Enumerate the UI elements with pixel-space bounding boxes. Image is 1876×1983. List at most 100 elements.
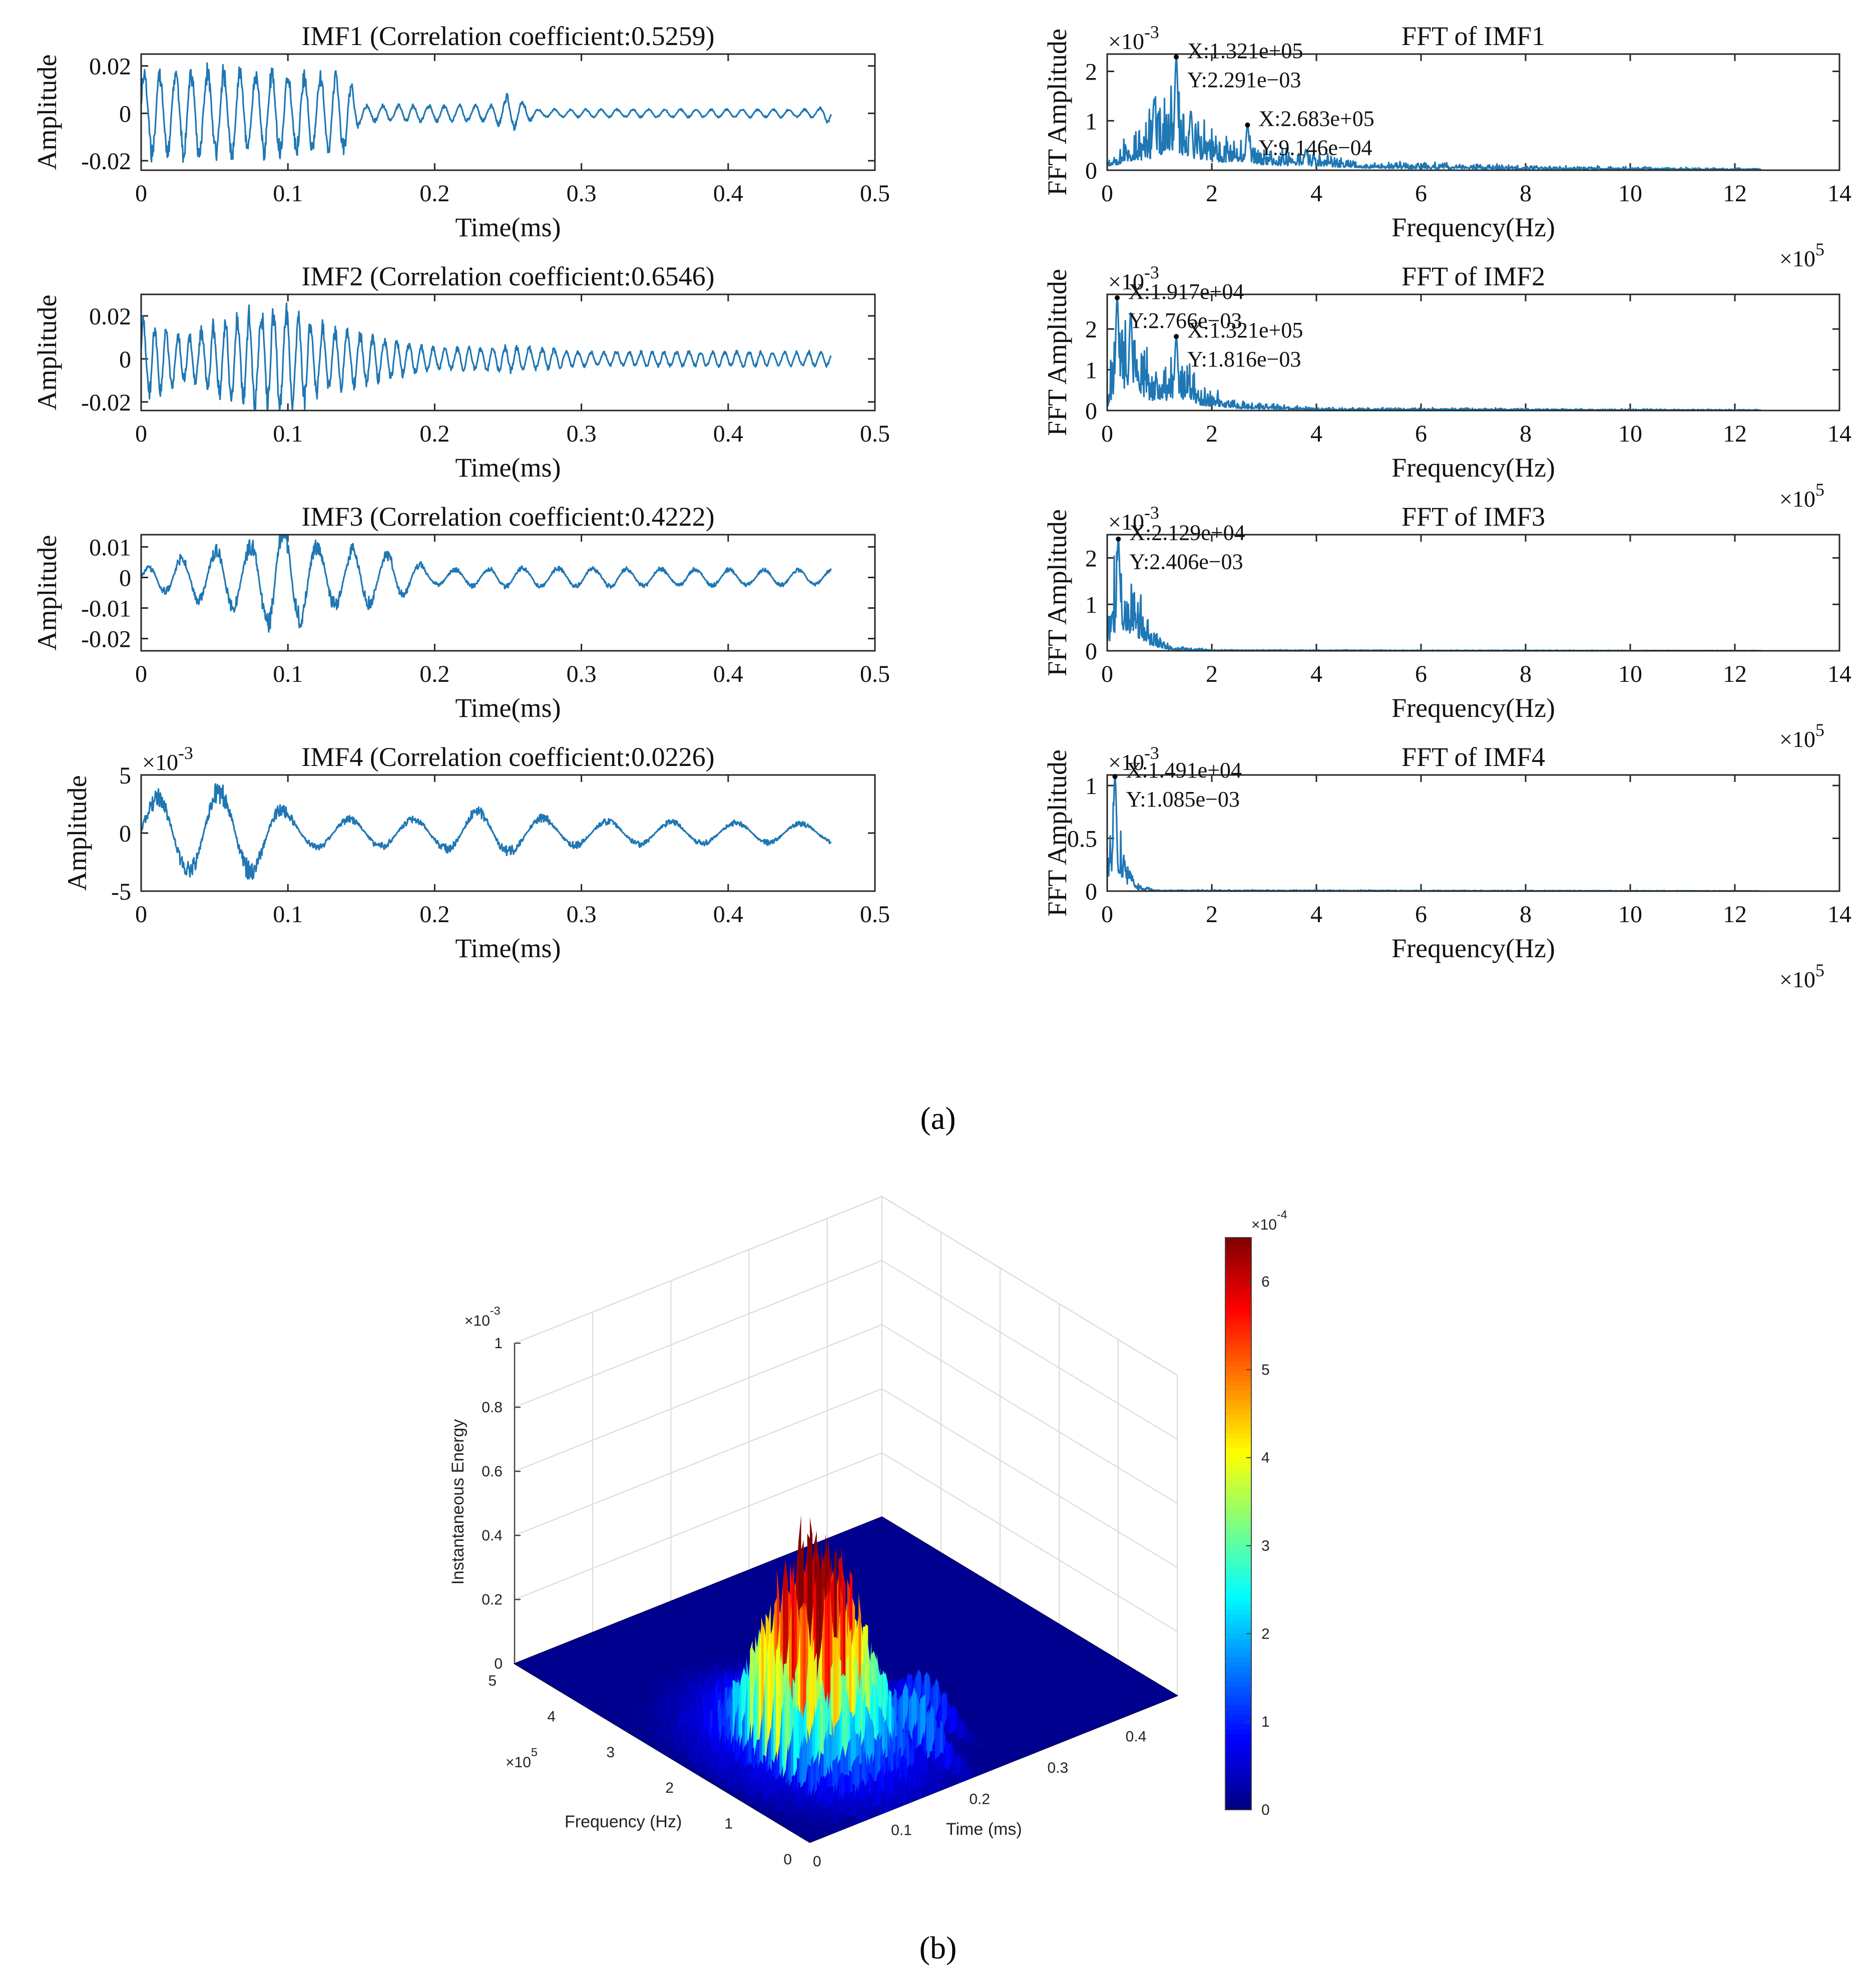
y-tick-label: -0.01 bbox=[81, 596, 131, 622]
colorbar-segment bbox=[1225, 1447, 1251, 1453]
surface-patch bbox=[808, 1817, 811, 1826]
datatip: X:2.129e+04 Y:2.406e−03 bbox=[1129, 521, 1245, 574]
surface-patch bbox=[725, 1653, 728, 1658]
surface-patch bbox=[862, 1808, 865, 1822]
series-line bbox=[141, 534, 832, 633]
colorbar-segment bbox=[1225, 1518, 1251, 1524]
surface-patch bbox=[721, 1661, 724, 1669]
surface-patch bbox=[964, 1722, 968, 1737]
datatip-text: Y:1.085e−03 bbox=[1126, 787, 1240, 812]
colorbar-segment bbox=[1225, 1600, 1251, 1606]
surface-patch bbox=[779, 1704, 782, 1785]
surface-patch bbox=[662, 1746, 665, 1753]
surface-patch bbox=[648, 1691, 651, 1698]
colorbar-segment bbox=[1225, 1681, 1251, 1687]
colorbar-segment bbox=[1225, 1781, 1251, 1787]
surface-patch bbox=[856, 1813, 859, 1824]
surface-patch bbox=[638, 1696, 641, 1702]
surface-patch bbox=[940, 1782, 943, 1791]
x-tick-label: 2 bbox=[1206, 421, 1218, 447]
x-tick-label: 12 bbox=[1723, 661, 1747, 687]
surface-patch bbox=[751, 1782, 754, 1796]
x-tick-label: 8 bbox=[1520, 421, 1532, 447]
x-tick-label: 2 bbox=[1206, 661, 1218, 687]
surface-patch bbox=[664, 1733, 667, 1744]
surface-patch bbox=[742, 1654, 745, 1660]
surface-patch bbox=[828, 1786, 831, 1809]
surface-patch bbox=[717, 1771, 720, 1784]
surface-patch bbox=[655, 1728, 658, 1739]
surface-patch bbox=[950, 1762, 953, 1778]
surface-patch bbox=[661, 1737, 664, 1745]
surface-patch bbox=[766, 1808, 769, 1816]
surface-patch bbox=[816, 1812, 819, 1823]
surface-patch bbox=[791, 1815, 794, 1824]
surface-patch bbox=[677, 1724, 680, 1739]
surface-patch bbox=[924, 1785, 927, 1797]
surface-patch bbox=[665, 1667, 668, 1674]
surface-patch bbox=[804, 1806, 807, 1818]
x-tick-label: 0.4 bbox=[713, 661, 743, 687]
surface-patch bbox=[973, 1734, 976, 1743]
surface-patch bbox=[805, 1763, 808, 1801]
surface-patch bbox=[719, 1766, 722, 1783]
y-tick-label: 0 bbox=[119, 565, 131, 591]
x-tick-label: 0.1 bbox=[273, 180, 303, 207]
x-tick-label: 14 bbox=[1827, 661, 1851, 687]
surface-patch bbox=[795, 1787, 798, 1805]
surface-patch bbox=[664, 1683, 667, 1692]
surface-patch bbox=[711, 1765, 714, 1777]
colorbar-segment bbox=[1225, 1376, 1251, 1381]
surface-patch bbox=[731, 1774, 734, 1787]
surface-patch bbox=[707, 1752, 710, 1770]
surface-patch bbox=[916, 1781, 919, 1800]
x-tick-label: 0.2 bbox=[419, 180, 449, 207]
surface-patch bbox=[777, 1814, 780, 1820]
surface-patch bbox=[658, 1701, 661, 1711]
chart-fft4: FFT of IMF4 0 2 4 6 8 10 12 14 0 0.5 1 Frequency(Hz)… bbox=[1042, 742, 1851, 992]
y-tick-label: 0.02 bbox=[89, 54, 131, 80]
datatip: X:1.321e+05 Y:2.291e−03 bbox=[1187, 39, 1303, 92]
colorbar-segment bbox=[1225, 1385, 1251, 1391]
surface-patch bbox=[790, 1790, 793, 1807]
x-tick-label: 12 bbox=[1723, 421, 1747, 447]
surface-patch bbox=[645, 1709, 648, 1717]
surface-patch bbox=[723, 1778, 726, 1790]
y-axis-label: Amplitude bbox=[32, 295, 62, 411]
colorbar-segment bbox=[1225, 1714, 1251, 1720]
surface-patch bbox=[949, 1740, 952, 1770]
surface-patch bbox=[872, 1807, 875, 1818]
time-tick-label: 0.4 bbox=[1126, 1729, 1147, 1745]
colorbar-segment bbox=[1225, 1471, 1251, 1477]
surface-patch bbox=[843, 1823, 846, 1829]
surface-patch bbox=[780, 1765, 783, 1793]
colorbar-segment bbox=[1225, 1357, 1251, 1362]
x-tick-label: 0.3 bbox=[567, 180, 597, 207]
surface-patch bbox=[798, 1794, 801, 1812]
surface-patch bbox=[811, 1783, 814, 1807]
surface-patch bbox=[653, 1664, 656, 1670]
surface-patch bbox=[979, 1742, 982, 1749]
surface-patch bbox=[833, 1826, 836, 1833]
datatip: X:1.491e+04 Y:1.085e−03 bbox=[1126, 758, 1242, 812]
colorbar: 0 1 2 3 4 5 6 ×10-4 bbox=[1225, 1208, 1287, 1818]
surface-patch bbox=[777, 1743, 780, 1786]
surface-patch bbox=[953, 1706, 956, 1733]
surface-patch bbox=[789, 1781, 792, 1799]
surface-patch bbox=[818, 1809, 821, 1822]
colorbar-segment bbox=[1225, 1552, 1251, 1558]
surface-patch bbox=[646, 1727, 649, 1733]
colorbar-segment bbox=[1225, 1361, 1251, 1367]
surface-patch bbox=[941, 1752, 944, 1773]
x-multiplier: ×105 bbox=[1779, 480, 1824, 512]
surface-patch bbox=[874, 1783, 877, 1808]
y-tick-label: -0.02 bbox=[81, 389, 131, 416]
colorbar-segment bbox=[1225, 1490, 1251, 1496]
datatip-text: X:1.321e+05 bbox=[1187, 318, 1303, 342]
surface-patch bbox=[683, 1682, 686, 1693]
y-multiplier: ×10-3 bbox=[1108, 503, 1159, 535]
surface-patch bbox=[710, 1658, 713, 1664]
surface-patch bbox=[665, 1712, 668, 1726]
x-tick-label: 10 bbox=[1618, 180, 1642, 207]
